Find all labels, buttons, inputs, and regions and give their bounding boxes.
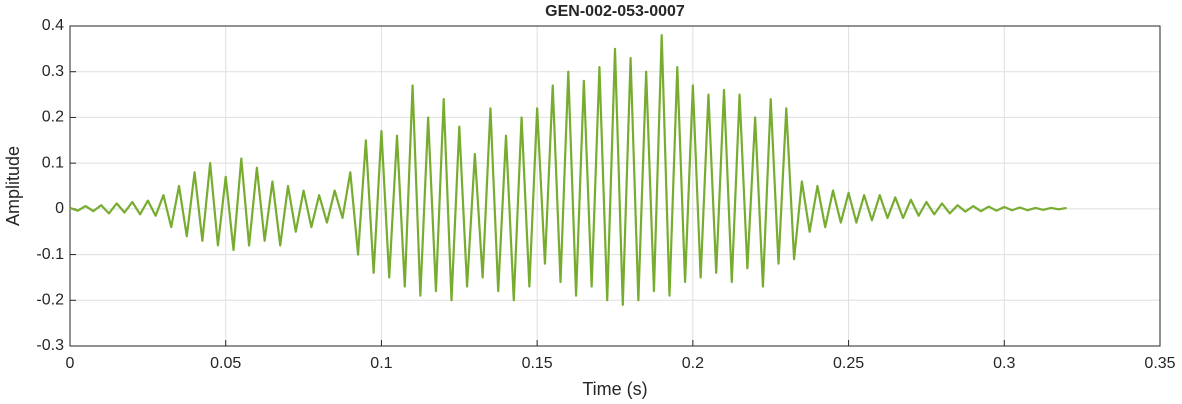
y-tick-label: 0.1 [42,154,64,171]
y-tick-label: 0.2 [42,109,64,126]
chart-title: GEN-002-053-0007 [545,3,685,20]
y-tick-label: 0 [55,200,64,217]
y-tick-label: 0.4 [42,17,64,34]
x-tick-label: 0.2 [682,355,704,372]
x-tick-label: 0.25 [833,355,864,372]
x-tick-label: 0.15 [522,355,553,372]
signal-line [69,34,1067,306]
x-tick-label: 0.1 [370,355,392,372]
y-tick-label: -0.3 [36,337,64,354]
y-tick-label: -0.1 [36,246,64,263]
x-tick-label: 0 [66,355,75,372]
x-tick-label: 0.05 [210,355,241,372]
y-tick-label: -0.2 [36,292,64,309]
y-tick-label: 0.3 [42,63,64,80]
plot-frame [69,25,1161,347]
x-axis-label: Time (s) [582,379,647,399]
y-axis-label: Amplitude [3,146,23,226]
x-tick-label: 0.35 [1144,355,1175,372]
x-tick-label: 0.3 [993,355,1015,372]
